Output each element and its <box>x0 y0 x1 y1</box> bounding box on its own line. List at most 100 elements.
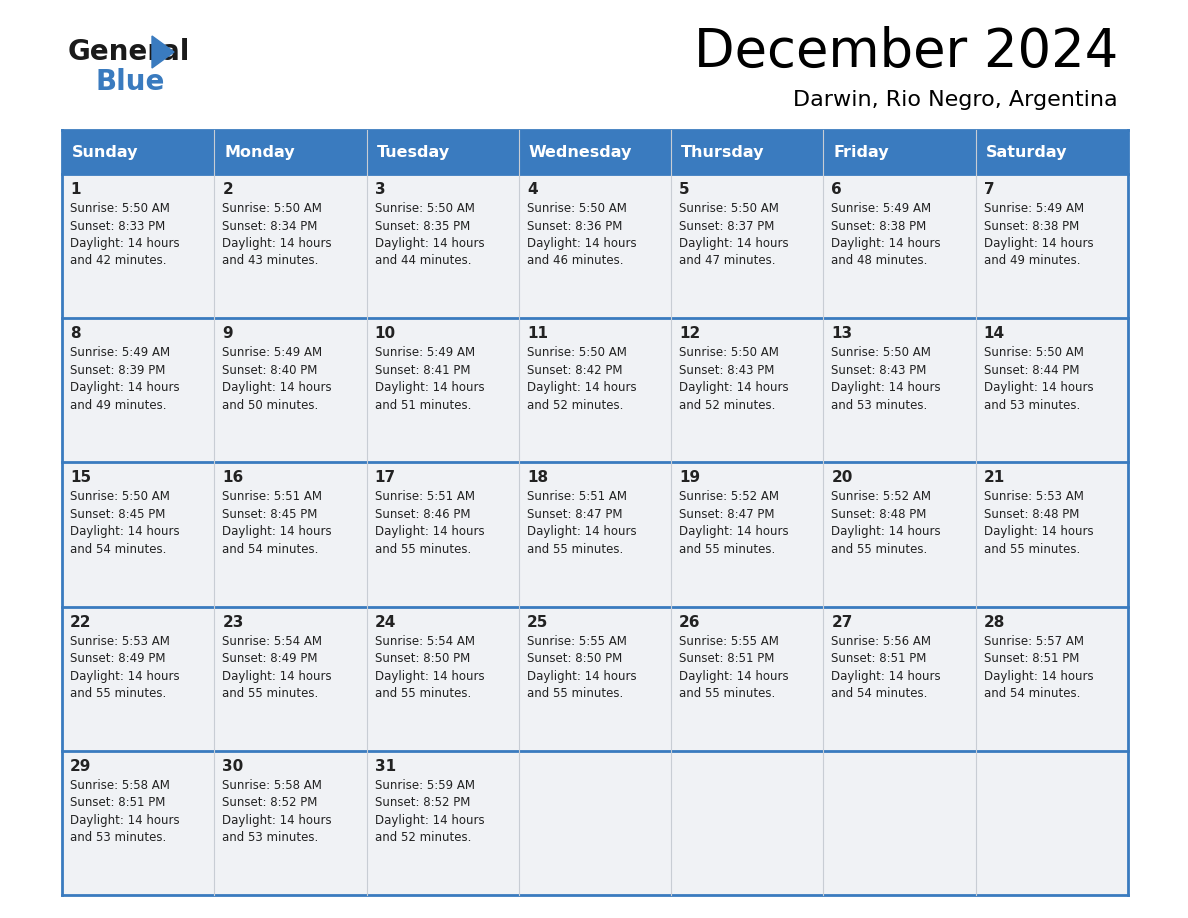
Text: and 54 minutes.: and 54 minutes. <box>984 687 1080 700</box>
Text: Tuesday: Tuesday <box>377 144 450 160</box>
Bar <box>975 607 1127 751</box>
Text: Sunrise: 5:57 AM: Sunrise: 5:57 AM <box>984 634 1083 647</box>
Bar <box>214 319 367 463</box>
Text: and 49 minutes.: and 49 minutes. <box>984 254 1080 267</box>
Text: and 46 minutes.: and 46 minutes. <box>526 254 624 267</box>
Text: and 47 minutes.: and 47 minutes. <box>680 254 776 267</box>
Text: Monday: Monday <box>225 144 295 160</box>
Text: Sunset: 8:47 PM: Sunset: 8:47 PM <box>526 508 623 521</box>
Text: Sunrise: 5:58 AM: Sunrise: 5:58 AM <box>70 778 170 792</box>
Text: Sunday: Sunday <box>72 144 139 160</box>
Bar <box>823 751 975 895</box>
Text: Sunset: 8:35 PM: Sunset: 8:35 PM <box>374 219 469 232</box>
Text: Daylight: 14 hours: Daylight: 14 hours <box>70 237 179 250</box>
Text: Daylight: 14 hours: Daylight: 14 hours <box>984 237 1093 250</box>
Text: Sunset: 8:39 PM: Sunset: 8:39 PM <box>70 364 165 376</box>
Text: Sunset: 8:48 PM: Sunset: 8:48 PM <box>984 508 1079 521</box>
Text: and 53 minutes.: and 53 minutes. <box>222 832 318 845</box>
Text: and 55 minutes.: and 55 minutes. <box>526 543 624 556</box>
Bar <box>62 463 214 607</box>
Text: Sunset: 8:40 PM: Sunset: 8:40 PM <box>222 364 317 376</box>
Text: and 48 minutes.: and 48 minutes. <box>832 254 928 267</box>
Bar <box>519 319 671 463</box>
Text: Sunrise: 5:50 AM: Sunrise: 5:50 AM <box>832 346 931 359</box>
Text: Daylight: 14 hours: Daylight: 14 hours <box>374 813 485 827</box>
Text: and 55 minutes.: and 55 minutes. <box>374 543 470 556</box>
Text: Sunrise: 5:50 AM: Sunrise: 5:50 AM <box>374 202 474 215</box>
Text: 20: 20 <box>832 470 853 486</box>
Text: Sunrise: 5:56 AM: Sunrise: 5:56 AM <box>832 634 931 647</box>
Text: Sunrise: 5:53 AM: Sunrise: 5:53 AM <box>70 634 170 647</box>
Text: and 44 minutes.: and 44 minutes. <box>374 254 472 267</box>
Text: Sunrise: 5:51 AM: Sunrise: 5:51 AM <box>374 490 474 503</box>
Text: and 53 minutes.: and 53 minutes. <box>832 398 928 411</box>
Bar <box>367 751 519 895</box>
Text: General: General <box>68 38 190 66</box>
Text: and 43 minutes.: and 43 minutes. <box>222 254 318 267</box>
Text: 29: 29 <box>70 759 91 774</box>
Text: and 53 minutes.: and 53 minutes. <box>70 832 166 845</box>
Text: 17: 17 <box>374 470 396 486</box>
Bar <box>62 174 214 319</box>
Text: Sunrise: 5:50 AM: Sunrise: 5:50 AM <box>70 490 170 503</box>
Text: 7: 7 <box>984 182 994 197</box>
Text: Wednesday: Wednesday <box>529 144 632 160</box>
Bar <box>367 463 519 607</box>
Text: and 55 minutes.: and 55 minutes. <box>680 687 776 700</box>
Text: Daylight: 14 hours: Daylight: 14 hours <box>680 525 789 538</box>
Text: 14: 14 <box>984 326 1005 341</box>
Text: Daylight: 14 hours: Daylight: 14 hours <box>526 525 637 538</box>
Text: and 51 minutes.: and 51 minutes. <box>374 398 470 411</box>
Text: 28: 28 <box>984 614 1005 630</box>
Bar <box>975 751 1127 895</box>
Bar <box>823 174 975 319</box>
Text: Sunrise: 5:59 AM: Sunrise: 5:59 AM <box>374 778 474 792</box>
Text: Sunrise: 5:54 AM: Sunrise: 5:54 AM <box>222 634 322 647</box>
Bar <box>671 463 823 607</box>
Bar <box>671 607 823 751</box>
Text: Sunset: 8:49 PM: Sunset: 8:49 PM <box>222 652 317 666</box>
Text: and 55 minutes.: and 55 minutes. <box>526 687 624 700</box>
Text: 24: 24 <box>374 614 396 630</box>
Text: Sunrise: 5:51 AM: Sunrise: 5:51 AM <box>222 490 322 503</box>
Text: Daylight: 14 hours: Daylight: 14 hours <box>832 525 941 538</box>
Text: Sunrise: 5:49 AM: Sunrise: 5:49 AM <box>374 346 475 359</box>
Text: 23: 23 <box>222 614 244 630</box>
Text: Daylight: 14 hours: Daylight: 14 hours <box>222 525 331 538</box>
Text: Sunset: 8:52 PM: Sunset: 8:52 PM <box>222 796 317 810</box>
Text: Sunrise: 5:49 AM: Sunrise: 5:49 AM <box>70 346 170 359</box>
Text: Daylight: 14 hours: Daylight: 14 hours <box>374 237 485 250</box>
Text: 1: 1 <box>70 182 81 197</box>
Text: Daylight: 14 hours: Daylight: 14 hours <box>222 381 331 394</box>
Text: Thursday: Thursday <box>681 144 765 160</box>
Text: and 55 minutes.: and 55 minutes. <box>70 687 166 700</box>
Text: Sunset: 8:43 PM: Sunset: 8:43 PM <box>832 364 927 376</box>
Text: Daylight: 14 hours: Daylight: 14 hours <box>374 381 485 394</box>
Text: Sunrise: 5:55 AM: Sunrise: 5:55 AM <box>526 634 627 647</box>
Text: Sunset: 8:50 PM: Sunset: 8:50 PM <box>526 652 623 666</box>
Bar <box>671 751 823 895</box>
Text: and 54 minutes.: and 54 minutes. <box>222 543 318 556</box>
Text: Daylight: 14 hours: Daylight: 14 hours <box>680 669 789 683</box>
Text: and 54 minutes.: and 54 minutes. <box>70 543 166 556</box>
Text: Daylight: 14 hours: Daylight: 14 hours <box>680 381 789 394</box>
Text: Daylight: 14 hours: Daylight: 14 hours <box>374 525 485 538</box>
Text: 4: 4 <box>526 182 537 197</box>
Text: 15: 15 <box>70 470 91 486</box>
Text: Daylight: 14 hours: Daylight: 14 hours <box>984 381 1093 394</box>
Text: and 50 minutes.: and 50 minutes. <box>222 398 318 411</box>
Text: Sunset: 8:44 PM: Sunset: 8:44 PM <box>984 364 1079 376</box>
Bar <box>671 319 823 463</box>
Text: Sunrise: 5:55 AM: Sunrise: 5:55 AM <box>680 634 779 647</box>
Text: Sunset: 8:46 PM: Sunset: 8:46 PM <box>374 508 470 521</box>
Text: Daylight: 14 hours: Daylight: 14 hours <box>832 381 941 394</box>
Text: Daylight: 14 hours: Daylight: 14 hours <box>222 813 331 827</box>
Text: and 52 minutes.: and 52 minutes. <box>680 398 776 411</box>
Text: 10: 10 <box>374 326 396 341</box>
Text: 26: 26 <box>680 614 701 630</box>
Text: Sunrise: 5:58 AM: Sunrise: 5:58 AM <box>222 778 322 792</box>
Text: Friday: Friday <box>834 144 889 160</box>
Text: Sunrise: 5:49 AM: Sunrise: 5:49 AM <box>832 202 931 215</box>
Bar <box>214 174 367 319</box>
Text: 3: 3 <box>374 182 385 197</box>
